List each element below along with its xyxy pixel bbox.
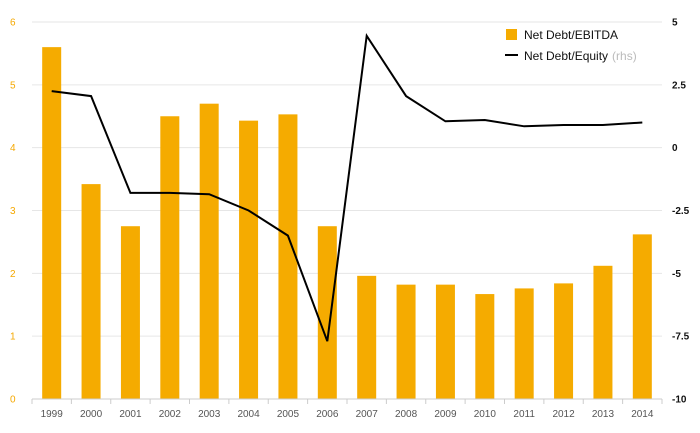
left-tick-label: 4	[10, 143, 16, 154]
svg-text:Net Debt/Equity(rhs): Net Debt/Equity (rhs)	[524, 49, 637, 63]
bar	[239, 120, 259, 400]
left-tick-label: 2	[10, 269, 16, 280]
net-debt-equity-line	[51, 32, 643, 342]
bar	[396, 284, 416, 399]
legend-label-net-debt-equity: Net Debt/Equity	[524, 49, 608, 63]
x-axis: 1999 2000 2001 2002 2003 2004 2005 2006 2007 2008…	[31, 398, 663, 420]
bar	[593, 265, 613, 399]
bar	[278, 114, 298, 400]
legend-note-rhs: (rhs)	[612, 49, 637, 63]
bar	[475, 294, 495, 399]
x-tick-label: 2005	[277, 409, 300, 420]
bar	[42, 47, 62, 400]
bar	[160, 116, 180, 399]
left-tick-label: 0	[10, 395, 16, 406]
x-tick-label: 2011	[513, 409, 535, 420]
legend: Net Debt/EBITDA Net Debt/Equity (rhs)	[505, 28, 637, 63]
x-tick-label: 2013	[592, 409, 615, 420]
left-tick-label: 1	[10, 332, 16, 343]
left-tick-label: 6	[10, 18, 16, 29]
x-tick-label: 1999	[41, 409, 64, 420]
bar	[435, 284, 455, 399]
right-tick-label: -2.5	[672, 206, 690, 217]
x-tick-label: 2009	[434, 409, 457, 420]
x-tick-label: 2014	[631, 409, 654, 420]
left-tick-label: 3	[10, 206, 16, 217]
right-axis: -10 -7.5 -5 -2.5 0 2.5 5	[672, 18, 690, 406]
right-tick-label: 0	[672, 143, 678, 154]
x-tick-label: 2010	[474, 409, 497, 420]
x-tick-label: 2004	[237, 409, 260, 420]
x-tick-label: 2003	[198, 409, 221, 420]
bar	[554, 283, 574, 399]
bar-series	[42, 47, 652, 400]
right-tick-label: -7.5	[672, 332, 690, 343]
bar	[81, 184, 101, 399]
legend-swatch-net-debt-ebitda	[506, 29, 517, 40]
right-tick-label: 2.5	[672, 80, 686, 91]
bar	[357, 275, 377, 399]
x-tick-label: 2002	[159, 409, 182, 420]
x-tick-label: 2006	[316, 409, 339, 420]
bar	[514, 288, 534, 399]
right-tick-label: -5	[672, 269, 681, 280]
line-series	[51, 32, 643, 342]
bar	[632, 234, 652, 399]
bar	[199, 103, 219, 399]
left-tick-label: 5	[10, 80, 16, 91]
x-tick-label: 2007	[356, 409, 379, 420]
right-tick-label: -10	[672, 395, 687, 406]
bar	[120, 226, 140, 399]
right-tick-label: 5	[672, 18, 678, 29]
x-tick-label: 2001	[119, 409, 142, 420]
left-axis: 0 1 2 3 4 5 6	[10, 18, 16, 406]
x-tick-label: 2000	[80, 409, 103, 420]
legend-label-net-debt-ebitda: Net Debt/EBITDA	[524, 28, 618, 42]
bar	[317, 226, 337, 399]
x-tick-label: 2008	[395, 409, 418, 420]
x-tick-label: 2012	[552, 409, 575, 420]
